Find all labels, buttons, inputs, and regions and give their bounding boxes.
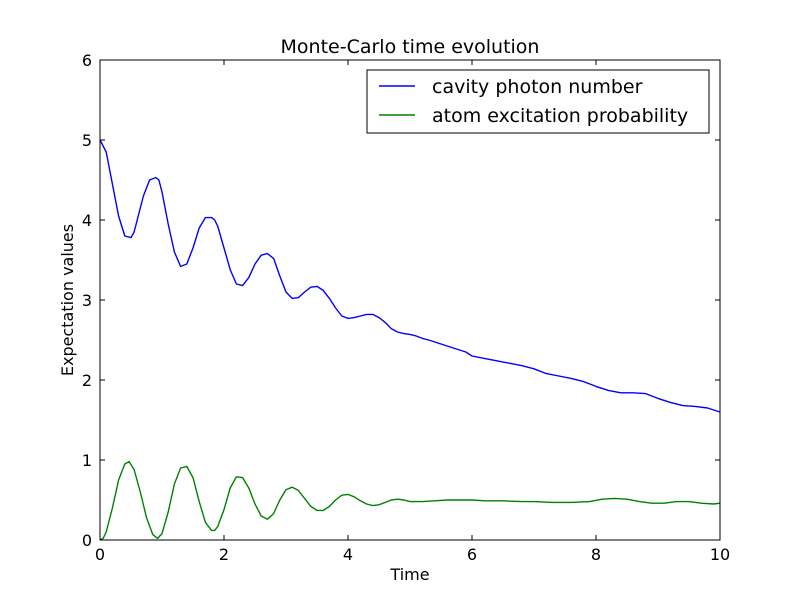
x-tick-label: 0: [95, 545, 105, 564]
x-tick-label: 8: [591, 545, 601, 564]
legend-label-2: atom excitation probability: [432, 105, 688, 127]
axes-frame: [99, 59, 721, 541]
x-tick-label: 6: [467, 545, 477, 564]
chart-title: Monte-Carlo time evolution: [281, 36, 540, 58]
y-tick-label: 4: [82, 211, 92, 230]
plot-area: 0 2 4 6 8 10 0 1 2 3 4 5 6: [82, 51, 730, 564]
x-tick-label: 2: [219, 545, 229, 564]
y-tick-label: 6: [82, 51, 92, 70]
y-tick-label: 0: [82, 531, 92, 550]
series-line-1: [99, 139, 721, 413]
y-axis-label: Expectation values: [58, 224, 77, 376]
legend-label-1: cavity photon number: [432, 76, 643, 98]
x-tick-label: 4: [343, 545, 353, 564]
legend-box: [366, 69, 710, 134]
x-tick-label: 10: [710, 545, 730, 564]
x-axis-label: Time: [389, 565, 429, 584]
series-line-2: [99, 460, 721, 541]
y-tick-label: 5: [82, 131, 92, 150]
y-tick-label: 2: [82, 371, 92, 390]
legend: cavity photon number atom excitation prob…: [366, 69, 710, 134]
y-tick-label: 3: [82, 291, 92, 310]
y-tick-label: 1: [82, 451, 92, 470]
